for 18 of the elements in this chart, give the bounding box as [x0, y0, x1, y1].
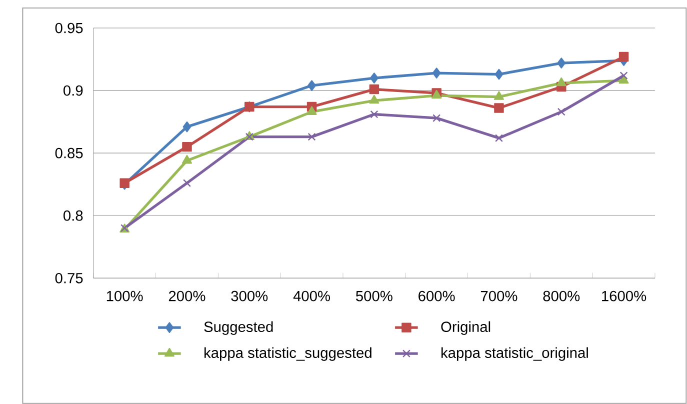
x-tick-label: 1600%	[602, 290, 646, 302]
x-tick-label: 600%	[418, 290, 455, 302]
legend-label: Original	[441, 321, 490, 335]
x-tick-label: 300%	[231, 290, 268, 302]
y-tick-label: 0.8	[64, 210, 83, 221]
y-tick-label: 0.85	[55, 148, 83, 158]
x-tick-label: 100%	[106, 290, 143, 302]
y-tick-label: 0.9	[64, 85, 83, 96]
x-tick-label: 400%	[293, 290, 330, 302]
y-tick-label: 0.95	[55, 22, 83, 34]
y-tick-label: 0.75	[55, 272, 83, 284]
x-tick-label: 500%	[356, 290, 392, 302]
legend-label: kappa statistic_suggested	[204, 347, 372, 361]
x-tick-label: 200%	[168, 290, 206, 302]
x-tick-label: 800%	[543, 290, 580, 302]
legend-label: Suggested	[204, 321, 273, 335]
legend-label: kappa statistic_original	[441, 347, 588, 361]
x-tick-label: 700%	[480, 290, 518, 302]
